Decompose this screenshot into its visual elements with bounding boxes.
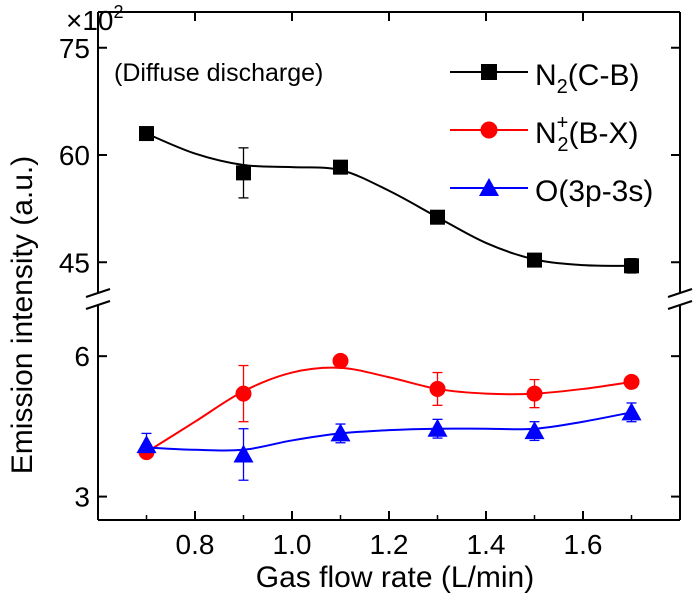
point-n2plus [332,352,349,369]
point-o3p3s [524,421,545,440]
axis-break-mark [667,300,693,310]
legend-label-n2plus: N+ 2(B-X) [535,112,638,156]
ticks: 0.8 1.0 1.2 1.4 1.6 45 60 75 3 6 [59,12,680,560]
circle-marker-icon [480,121,498,139]
multiplier-exponent: 2 [114,2,124,22]
point-n2plus [235,385,252,402]
series-curves [145,132,632,453]
multiplier-base: ×10 [66,5,114,36]
series-line-n2cb [146,132,632,267]
point-o3p3s [621,402,642,421]
point-o3p3s [330,423,351,442]
annotation: (Diffuse discharge) [114,59,323,87]
data-markers [136,126,642,463]
y-axis-label: Emission intensity (a.u.) [6,156,39,474]
legend-entry-n2plus: N+ 2(B-X) [450,112,638,156]
triangle-marker-icon [479,178,499,196]
point-n2plus [526,385,543,402]
x-axis-label: Gas flow rate (L/min) [256,561,534,594]
y-tick-label: 75 [59,33,90,64]
point-n2cb [139,126,154,142]
point-o3p3s [136,435,157,454]
x-tick-label: 1.4 [467,529,506,560]
multiplier-label: ×102 [66,2,124,36]
point-n2cb [333,159,348,175]
point-n2cb [624,258,639,274]
square-marker-icon [481,64,497,80]
point-n2plus [429,380,446,397]
point-n2cb [527,252,542,268]
axis-break-mark [85,288,111,298]
axis-break-mark [667,288,693,298]
y-tick-label: 45 [59,247,90,278]
point-o3p3s [427,418,448,437]
legend-entry-n2cb: N2(C-B) [450,59,639,98]
y-tick-label: 6 [74,341,90,372]
axis-break-mark [85,300,111,310]
legend-label-o3p3s: O(3p-3s) [535,175,653,208]
x-tick-label: 0.8 [176,529,215,560]
legend: N2(C-B) N+ 2(B-X) O(3p-3s) [450,59,653,208]
x-tick-label: 1.2 [370,529,409,560]
legend-entry-o3p3s: O(3p-3s) [450,175,653,208]
point-n2plus [623,373,640,390]
legend-label-n2cb: N2(C-B) [535,59,639,98]
point-o3p3s [233,444,254,463]
series-line-n2plus [145,366,632,453]
point-n2cb [236,165,251,181]
series-line-o3p3s [146,411,632,452]
y-tick-label: 3 [74,482,90,513]
point-n2cb [430,209,445,225]
y-tick-label: 60 [59,140,90,171]
x-tick-label: 1.6 [564,529,603,560]
x-tick-label: 1.0 [273,529,312,560]
